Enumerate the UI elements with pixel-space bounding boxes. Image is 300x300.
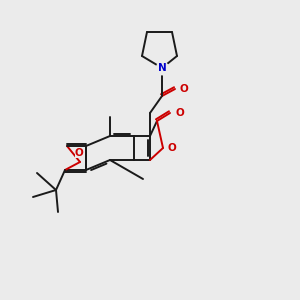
Text: O: O	[168, 143, 177, 153]
Text: O: O	[180, 84, 189, 94]
Text: N: N	[158, 63, 166, 73]
Text: O: O	[175, 108, 184, 118]
Text: O: O	[75, 148, 83, 158]
